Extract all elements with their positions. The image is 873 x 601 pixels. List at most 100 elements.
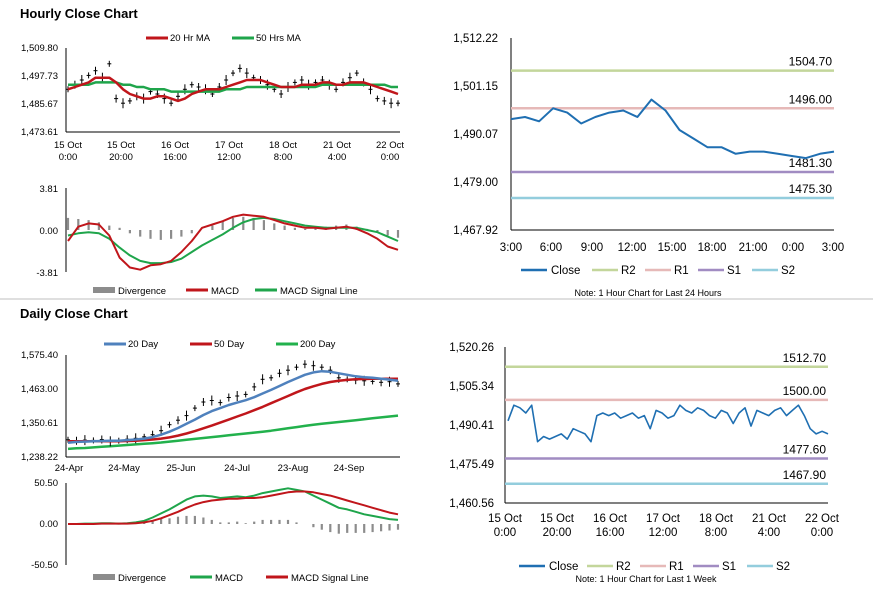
hourly-section-title: Hourly Close Chart	[20, 6, 138, 21]
legend-divergence: Divergence	[118, 286, 166, 297]
y-tick: 1,490.07	[453, 129, 498, 141]
daily-section-title: Daily Close Chart	[20, 306, 128, 321]
x-tick: 15:00	[658, 242, 687, 254]
x-tick-date: 16 Oct	[161, 140, 189, 151]
legend-50-day: 50 Day	[214, 339, 244, 350]
macd-line	[67, 213, 399, 271]
ma-20-line	[67, 369, 399, 445]
y-tick: 1,485.67	[21, 99, 58, 110]
x-tick-date: 15 Oct	[540, 513, 575, 525]
y-tick: 1,238.22	[21, 452, 58, 463]
y-tick: 1,509.80	[21, 43, 58, 54]
legend-close: Close	[551, 265, 580, 277]
legend-r2: R2	[616, 561, 631, 573]
y-tick: 1,520.26	[449, 342, 494, 354]
y-tick: 1,475.49	[449, 459, 494, 471]
x-tick-time: 20:00	[543, 527, 572, 539]
y-tick: -3.81	[36, 268, 58, 279]
legend-macd: MACD	[211, 286, 239, 297]
legend-s1: S1	[722, 561, 736, 573]
y-tick: 1,505.34	[449, 381, 494, 393]
daily-macd-chart: 50.50 0.00 -50.50 Divergence MACD MACD S…	[31, 478, 400, 584]
daily-price-chart: 20 Day 50 Day 200 Day 1,575.40 1,463.00 …	[21, 339, 400, 474]
level-label-r1: 1500.00	[783, 384, 827, 398]
legend-20-day: 20 Day	[128, 339, 158, 350]
x-tick-time: 0:00	[811, 527, 833, 539]
ma-200-line	[67, 414, 399, 451]
legend-s2: S2	[781, 265, 795, 277]
y-tick: 1,575.40	[21, 350, 58, 361]
legend-signal-line: MACD Signal Line	[291, 573, 369, 584]
macd-line	[68, 487, 399, 525]
y-tick: 1,497.73	[21, 71, 58, 82]
signal-line	[68, 490, 399, 525]
x-tick: 12:00	[618, 242, 647, 254]
x-tick-time: 4:00	[758, 527, 780, 539]
y-tick: 1,479.00	[453, 177, 498, 189]
x-tick-time: 12:00	[649, 527, 678, 539]
hourly-price-chart: 20 Hr MA 50 Hrs MA 1,509.80 1,497.73 1,4…	[21, 33, 404, 163]
y-tick: 3.81	[40, 184, 59, 195]
x-tick-date: 17 Oct	[215, 140, 243, 151]
x-tick-date: 22 Oct	[376, 140, 404, 151]
y-tick: 1,473.61	[21, 127, 58, 138]
legend-divergence: Divergence	[118, 573, 166, 584]
x-tick: 0:00	[782, 242, 804, 254]
y-tick: 1,463.00	[21, 384, 58, 395]
x-tick-time: 0:00	[59, 152, 78, 163]
x-tick-date: 15 Oct	[107, 140, 135, 151]
x-tick: 24-Jul	[224, 463, 250, 474]
x-tick-time: 0:00	[381, 152, 400, 163]
x-tick-date: 21 Oct	[752, 513, 787, 525]
level-label-r2: 1512.70	[783, 351, 827, 365]
legend-divergence-swatch	[93, 574, 115, 580]
x-tick: 25-Jun	[166, 463, 195, 474]
legend-50hrs-ma: 50 Hrs MA	[256, 33, 302, 44]
level-label-s2: 1467.90	[783, 468, 827, 482]
x-tick-time: 20:00	[109, 152, 133, 163]
hourly-macd-chart: 3.81 0.00 -3.81 Divergence MACD MACD Sig…	[36, 184, 400, 297]
legend-close: Close	[549, 561, 578, 573]
legend-r2: R2	[621, 265, 636, 277]
x-tick-time: 16:00	[163, 152, 187, 163]
chart-note: Note: 1 Hour Chart for Last 1 Week	[576, 574, 717, 584]
level-label-s2: 1475.30	[789, 182, 833, 196]
level-label-r2: 1504.70	[789, 55, 833, 69]
legend-s2: S2	[776, 561, 790, 573]
y-tick: 0.00	[40, 519, 59, 530]
x-tick-date: 15 Oct	[54, 140, 82, 151]
y-tick: 1,350.61	[21, 418, 58, 429]
close-line	[507, 404, 829, 443]
legend-20hr-ma: 20 Hr MA	[170, 33, 211, 44]
x-tick-time: 0:00	[494, 527, 516, 539]
legend-divergence-swatch	[93, 287, 115, 293]
x-tick-date: 17 Oct	[646, 513, 681, 525]
x-tick: 6:00	[540, 242, 562, 254]
y-tick: 50.50	[34, 478, 58, 489]
x-tick: 18:00	[698, 242, 727, 254]
legend-macd: MACD	[215, 573, 243, 584]
x-tick: 3:00	[822, 242, 844, 254]
x-tick-date: 21 Oct	[323, 140, 351, 151]
x-tick-date: 18 Oct	[699, 513, 734, 525]
x-tick-time: 16:00	[596, 527, 625, 539]
legend-200-day: 200 Day	[300, 339, 336, 350]
y-tick: 1,490.41	[449, 420, 494, 432]
x-tick: 3:00	[500, 242, 522, 254]
y-tick: 1,460.56	[449, 498, 494, 510]
legend-r1: R1	[669, 561, 684, 573]
level-label-s1: 1477.60	[783, 443, 827, 457]
x-tick: 24-Sep	[334, 463, 365, 474]
legend-s1: S1	[727, 265, 741, 277]
x-tick: 23-Aug	[278, 463, 309, 474]
x-tick-time: 12:00	[217, 152, 241, 163]
legend-signal-line: MACD Signal Line	[280, 286, 358, 297]
x-tick: 21:00	[739, 242, 768, 254]
y-tick: 1,467.92	[453, 225, 498, 237]
hourly-close-chart: 1,512.22 1,501.15 1,490.07 1,479.00 1,46…	[453, 33, 844, 298]
chart-note: Note: 1 Hour Chart for Last 24 Hours	[574, 288, 722, 298]
x-tick: 24-Apr	[55, 463, 84, 474]
y-tick: -50.50	[31, 560, 58, 571]
y-tick: 1,501.15	[453, 81, 498, 93]
